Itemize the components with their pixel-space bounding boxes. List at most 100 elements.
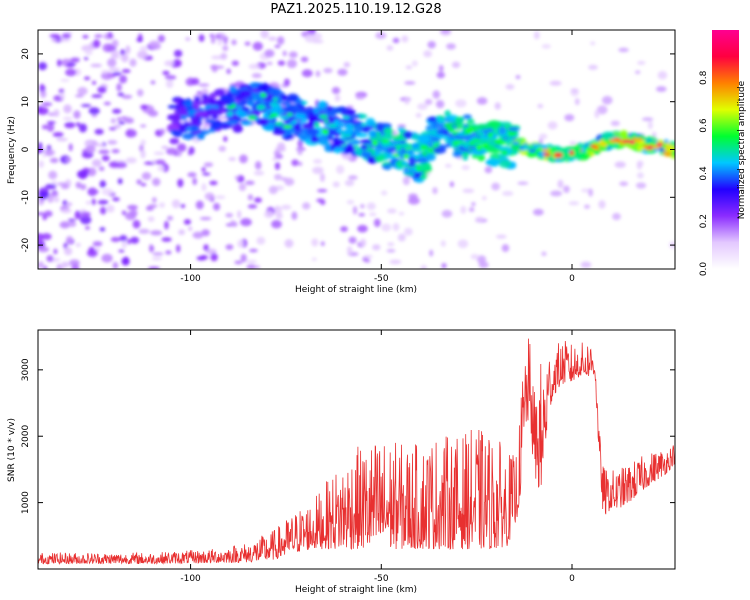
spectrogram-cell [61,261,70,268]
spectrogram-cell [107,31,113,39]
spectrogram-cell [46,123,55,132]
spectrogram-cell [71,263,80,269]
spectrogram-cell [352,205,358,215]
spectrogram-cell [272,220,279,227]
spectrogram-cell [274,205,281,211]
spectrogram-cell [273,150,281,156]
spectrogram-cell [45,183,57,190]
spectrogram-cell [237,239,244,248]
spectrogram-cell [335,106,349,113]
spectrogram-cell [222,45,229,52]
spectrogram-cell [577,151,587,155]
spectrogram-cell [100,71,113,81]
spectrogram-cell [103,101,111,106]
spectrogram-cell [175,244,181,253]
spectrogram-cell [348,175,358,180]
spectrogram-cell [375,32,387,39]
spectrogram-cell [550,152,555,156]
spectrogram-cell [340,117,354,124]
spectrogram-cell [148,266,160,269]
spectrogram-cell [619,181,629,187]
spectrogram-cell [65,157,72,163]
spectrogram-cell [177,149,182,157]
spectrogram-cell [206,107,220,116]
spectrogram-cell [277,142,286,150]
spectrogram-cell [130,236,140,244]
spectrogram-cell [167,104,178,109]
spectrogram-cell [215,33,221,39]
spectrogram-cell [52,131,64,138]
spectrogram-cell [297,148,303,156]
spectrogram-cell [475,123,490,131]
spectrogram-cell [423,50,432,58]
x-tick-label: 0 [569,274,575,284]
spectrogram-cell [501,244,510,253]
spectrogram-cell [542,148,550,153]
y-tick-label: 10 [21,96,31,108]
spectrogram-cell [180,203,186,209]
spectrogram-cell [288,51,298,59]
spectrogram-cell [49,157,59,163]
spectrogram-cell [125,157,137,164]
y-tick-label: 0 [21,146,31,152]
spectrogram-cell [60,208,72,214]
spectrogram-cell [495,234,507,239]
spectrogram-cell [217,107,224,116]
spectrogram-cell [470,253,479,260]
spectrogram-cell [187,172,197,178]
spectrogram-cell [209,121,222,130]
spectrogram-cell [220,94,234,102]
colorbar-ticks: 0.0 0.2 0.4 0.6 0.8 [699,70,709,276]
spectrogram-cell [102,43,114,53]
spectrogram-cell [92,241,103,247]
spectrogram-cell [411,142,421,149]
spectrogram-cell [584,204,590,209]
spectrogram-cell [275,212,283,220]
spectrogram-cell [286,59,297,69]
spectrogram-cell [401,143,411,149]
spectrogram-cell [612,212,621,221]
spectrogram-cell [352,139,360,144]
spectrogram-cell [65,68,77,77]
spectrogram-cell [49,33,61,38]
spectrogram-cell [277,60,286,66]
spectrogram-cell [91,94,103,98]
spectrogram-cell [160,128,166,135]
spectrogram-cell [454,116,462,125]
spectrogram-cell [217,39,223,46]
spectrogram-cell [263,210,274,219]
spectrogram-cell [126,238,132,245]
spectrogram-cell [618,47,629,53]
spectrogram-cell [400,161,409,165]
spectrogram-cell [129,58,137,67]
spectrogram-cell [261,82,270,92]
spectrogram-cell [442,128,450,136]
spectrogram-cell [259,118,269,127]
spectrogram-cell [252,41,263,51]
spectrogram-cell [70,58,80,63]
spectrogram-cell [506,137,514,144]
spectrogram-cell [403,166,410,174]
spectrogram-cell [59,221,71,229]
spectrogram-cell [194,112,204,117]
spectrogram-cell [348,114,361,119]
spectrogram-cell [121,116,127,121]
spectrogram-cell [557,179,564,189]
spectrogram-cell [118,121,126,125]
spectrogram-cell [360,151,373,157]
spectrogram-cell [239,154,248,164]
spectrogram-cell [541,251,547,256]
spectrogram-cell [237,210,242,219]
spectrogram-cell [541,44,551,49]
spectrogram-cell [201,167,206,173]
spectrogram-cell [586,150,592,155]
spectrogram-cell [91,142,101,147]
spectrogram-y-ticks: -20 -10 0 10 20 [21,48,675,252]
spectrogram-cell [240,120,253,126]
spectrogram-cell [317,135,329,145]
spectrogram-cell [110,118,117,124]
spectrogram-cell [78,123,88,133]
spectrogram-cell [361,123,367,127]
spectrogram-cell [532,208,544,216]
